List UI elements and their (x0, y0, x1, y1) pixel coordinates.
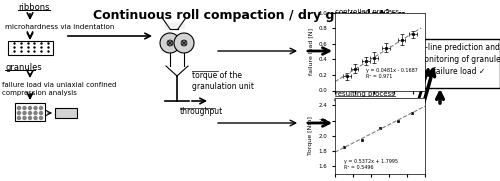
Text: ribbons: ribbons (18, 3, 50, 12)
Text: microhardness via indentation: microhardness via indentation (5, 24, 114, 30)
FancyBboxPatch shape (8, 41, 53, 55)
Y-axis label: Torque [Nm]: Torque [Nm] (308, 116, 313, 155)
Circle shape (23, 106, 26, 110)
Circle shape (28, 117, 32, 119)
Y-axis label: failure load [N]: failure load [N] (308, 28, 313, 75)
X-axis label: SCF [kN/cm]: SCF [kN/cm] (360, 109, 400, 114)
Circle shape (23, 111, 26, 115)
Text: torque of the
granulation unit: torque of the granulation unit (192, 71, 254, 91)
Circle shape (18, 111, 20, 115)
Circle shape (18, 106, 20, 110)
Circle shape (34, 106, 37, 110)
Circle shape (23, 117, 26, 119)
Circle shape (34, 111, 37, 115)
FancyBboxPatch shape (418, 39, 500, 88)
FancyBboxPatch shape (55, 108, 77, 118)
FancyBboxPatch shape (15, 103, 45, 121)
Text: y = 0.5372x + 1.7995
R² = 0.5496: y = 0.5372x + 1.7995 R² = 0.5496 (344, 159, 398, 170)
Text: y = 0.0481x - 0.1687
R² = 0.971: y = 0.0481x - 0.1687 R² = 0.971 (366, 68, 418, 79)
Circle shape (34, 117, 37, 119)
Circle shape (28, 106, 32, 110)
Text: Continuous roll compaction / dry granulation: Continuous roll compaction / dry granula… (93, 9, 407, 22)
Circle shape (40, 117, 42, 119)
Text: failure load via uniaxial confined
compression analysis: failure load via uniaxial confined compr… (2, 82, 116, 96)
Circle shape (18, 117, 20, 119)
Circle shape (160, 33, 180, 53)
Text: granules: granules (5, 63, 42, 72)
Circle shape (167, 40, 173, 46)
Circle shape (181, 40, 187, 46)
Text: throughput: throughput (180, 107, 223, 116)
Text: controlled process
parameters: Specific
compaction force, gap
width
→ correlatin: controlled process parameters: Specific … (335, 9, 415, 55)
Circle shape (28, 111, 32, 115)
Circle shape (174, 33, 194, 53)
Circle shape (40, 106, 42, 110)
Circle shape (40, 111, 42, 115)
Text: in-line prediction and
monitoring of granule
failure load ✓: in-line prediction and monitoring of gra… (417, 43, 500, 76)
Text: resulting process
parameters: torque of
the granulation unit
depending on
throug: resulting process parameters: torque of … (335, 91, 415, 145)
